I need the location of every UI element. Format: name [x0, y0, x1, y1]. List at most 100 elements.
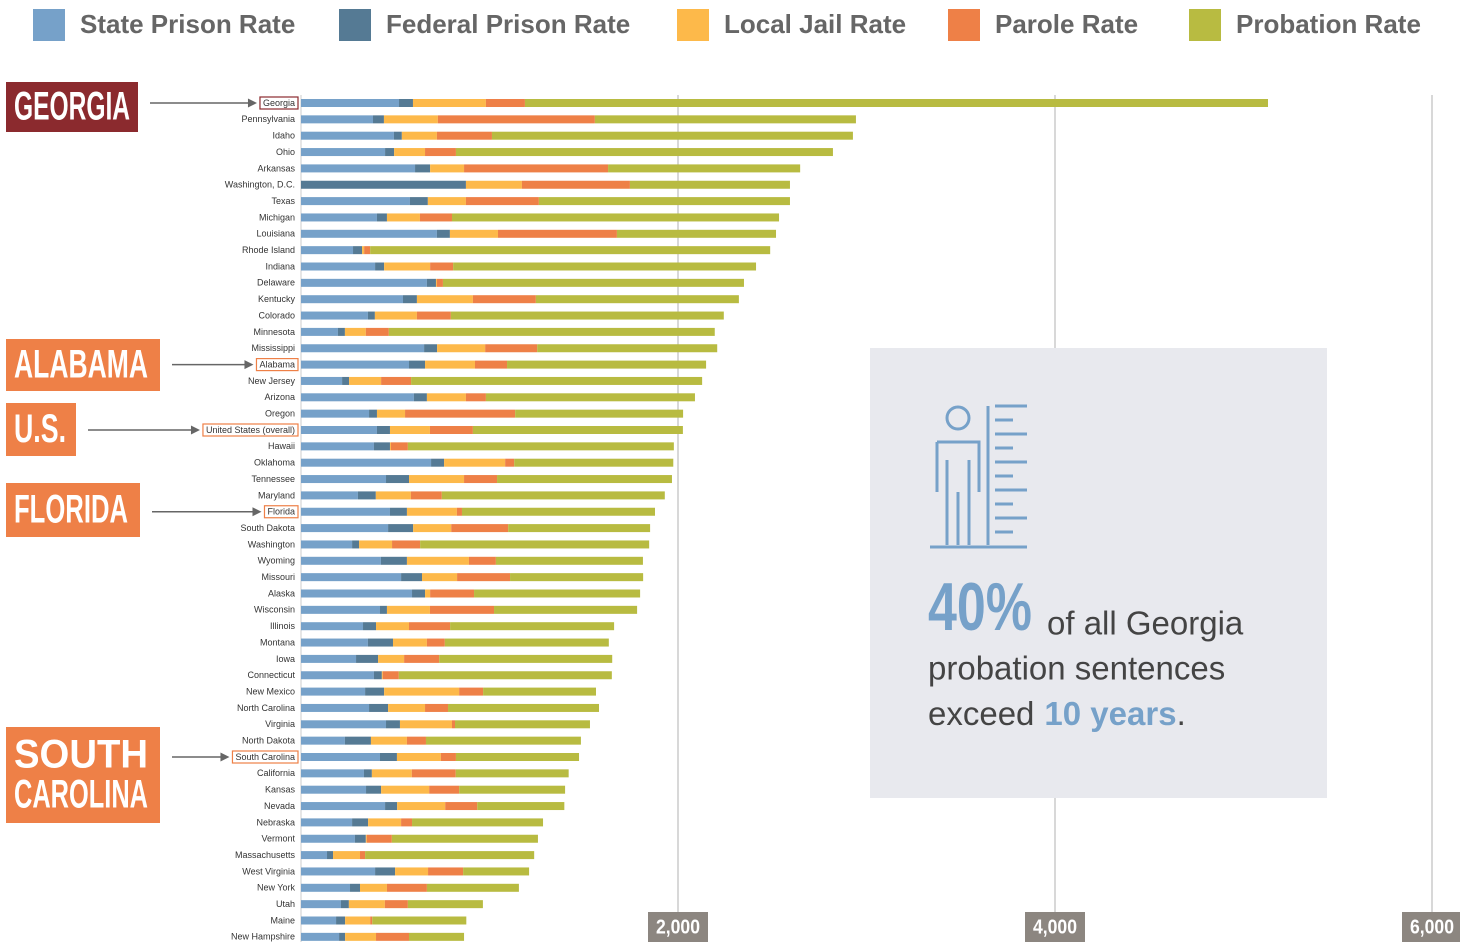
bar-segment — [354, 834, 366, 843]
bar-segment — [425, 589, 431, 598]
y-tick-label: South Carolina — [235, 752, 295, 762]
bar-segment — [449, 229, 498, 238]
bar-segment — [336, 916, 346, 925]
bar-segment — [301, 376, 343, 385]
bar-segment — [412, 818, 544, 827]
bar-segment — [436, 278, 443, 287]
bar-segment — [301, 262, 376, 271]
callout-arrowhead — [244, 360, 254, 370]
bar-segment — [436, 131, 492, 140]
bar-segment — [406, 556, 469, 565]
bar-segment — [386, 605, 430, 614]
legend-label: Federal Prison Rate — [386, 9, 630, 39]
bar-segment — [427, 197, 466, 206]
bar-segment — [301, 131, 394, 140]
bar-segment — [385, 802, 398, 811]
bar-segment — [301, 769, 364, 778]
bar-segment — [413, 524, 452, 533]
y-tick-label: New York — [257, 883, 296, 893]
y-tick-label: New Mexico — [246, 686, 295, 696]
y-tick-label: Kansas — [265, 785, 296, 795]
bar-segment — [301, 344, 425, 353]
bar-segment — [426, 278, 436, 287]
y-tick-label: Michigan — [259, 212, 295, 222]
bar-segment — [350, 883, 361, 892]
bar-segment — [451, 524, 509, 533]
bar-segment — [485, 99, 525, 107]
x-tick-box — [648, 912, 708, 942]
y-tick-label: Mississippi — [251, 343, 295, 353]
callout-box — [6, 483, 140, 537]
bar-segment — [369, 409, 377, 418]
category-highlight — [202, 423, 299, 437]
bar-segment — [472, 295, 536, 304]
bar-segment — [510, 573, 644, 582]
category-highlight — [259, 96, 299, 110]
bar-segment — [453, 262, 757, 271]
bar-segment — [301, 164, 416, 173]
bar-segment — [411, 376, 703, 385]
y-tick-label: Nevada — [264, 801, 295, 811]
bar-segment — [422, 573, 458, 582]
bar-segment — [411, 769, 456, 778]
info-text: . — [1177, 695, 1186, 732]
legend-swatch — [948, 9, 980, 41]
category-highlight — [255, 358, 299, 372]
bar-segment — [450, 311, 724, 320]
bar-segment — [301, 736, 345, 745]
y-tick-label: North Dakota — [242, 736, 295, 746]
bar-segment — [515, 409, 684, 418]
y-tick-label: Oklahoma — [254, 458, 295, 468]
bar-segment — [441, 491, 665, 500]
bar-segment — [301, 556, 381, 565]
bar-segment — [301, 753, 380, 761]
legend-swatch — [33, 9, 65, 41]
bar-segment — [629, 180, 790, 189]
bar-segment — [537, 344, 718, 353]
bar-segment — [404, 654, 440, 663]
info-text: exceed 10 years. — [928, 695, 1186, 732]
bar-segment — [365, 327, 389, 336]
bar-segment — [364, 246, 371, 255]
bar-segment — [406, 507, 457, 516]
bar-segment — [444, 458, 506, 467]
bar-segment — [412, 589, 426, 598]
stat: 40% — [928, 569, 1032, 645]
bar-segment — [419, 213, 452, 222]
bar-segment — [375, 262, 385, 271]
bar-segment — [409, 622, 451, 631]
bar-segment — [426, 638, 445, 647]
bar-segment — [344, 736, 371, 745]
bar-segment — [477, 802, 565, 811]
bar-segment — [425, 148, 456, 157]
bar-segment — [301, 638, 368, 647]
bar-segment — [301, 295, 403, 304]
bar-segment — [444, 638, 609, 647]
bar-segment — [474, 360, 508, 369]
bar-segment — [524, 99, 1269, 107]
bar-segment — [365, 834, 367, 843]
bar-segment — [301, 197, 410, 206]
bar-segment — [339, 932, 346, 941]
bar-segment — [301, 834, 355, 843]
y-tick-label: Colorado — [258, 310, 295, 320]
bar-segment — [340, 900, 349, 909]
bar-segment — [373, 115, 384, 124]
bar-segment — [430, 589, 475, 598]
bar-segment — [370, 736, 407, 745]
bar-segment — [442, 278, 744, 287]
bar-segment — [456, 507, 462, 516]
bar-segment — [386, 883, 427, 892]
bar-segment — [507, 360, 707, 369]
bar-segment — [485, 344, 538, 353]
callout-label: FLORIDA — [14, 488, 128, 532]
bar-segment — [376, 622, 410, 631]
bar-segment — [386, 213, 420, 222]
bar-segment — [405, 409, 516, 418]
bar-segment — [371, 769, 412, 778]
y-tick-label: Minnesota — [253, 327, 295, 337]
bar-segment — [402, 295, 417, 304]
bar-segment — [301, 475, 387, 484]
bar-segment — [455, 753, 580, 761]
bar-segment — [388, 327, 715, 336]
